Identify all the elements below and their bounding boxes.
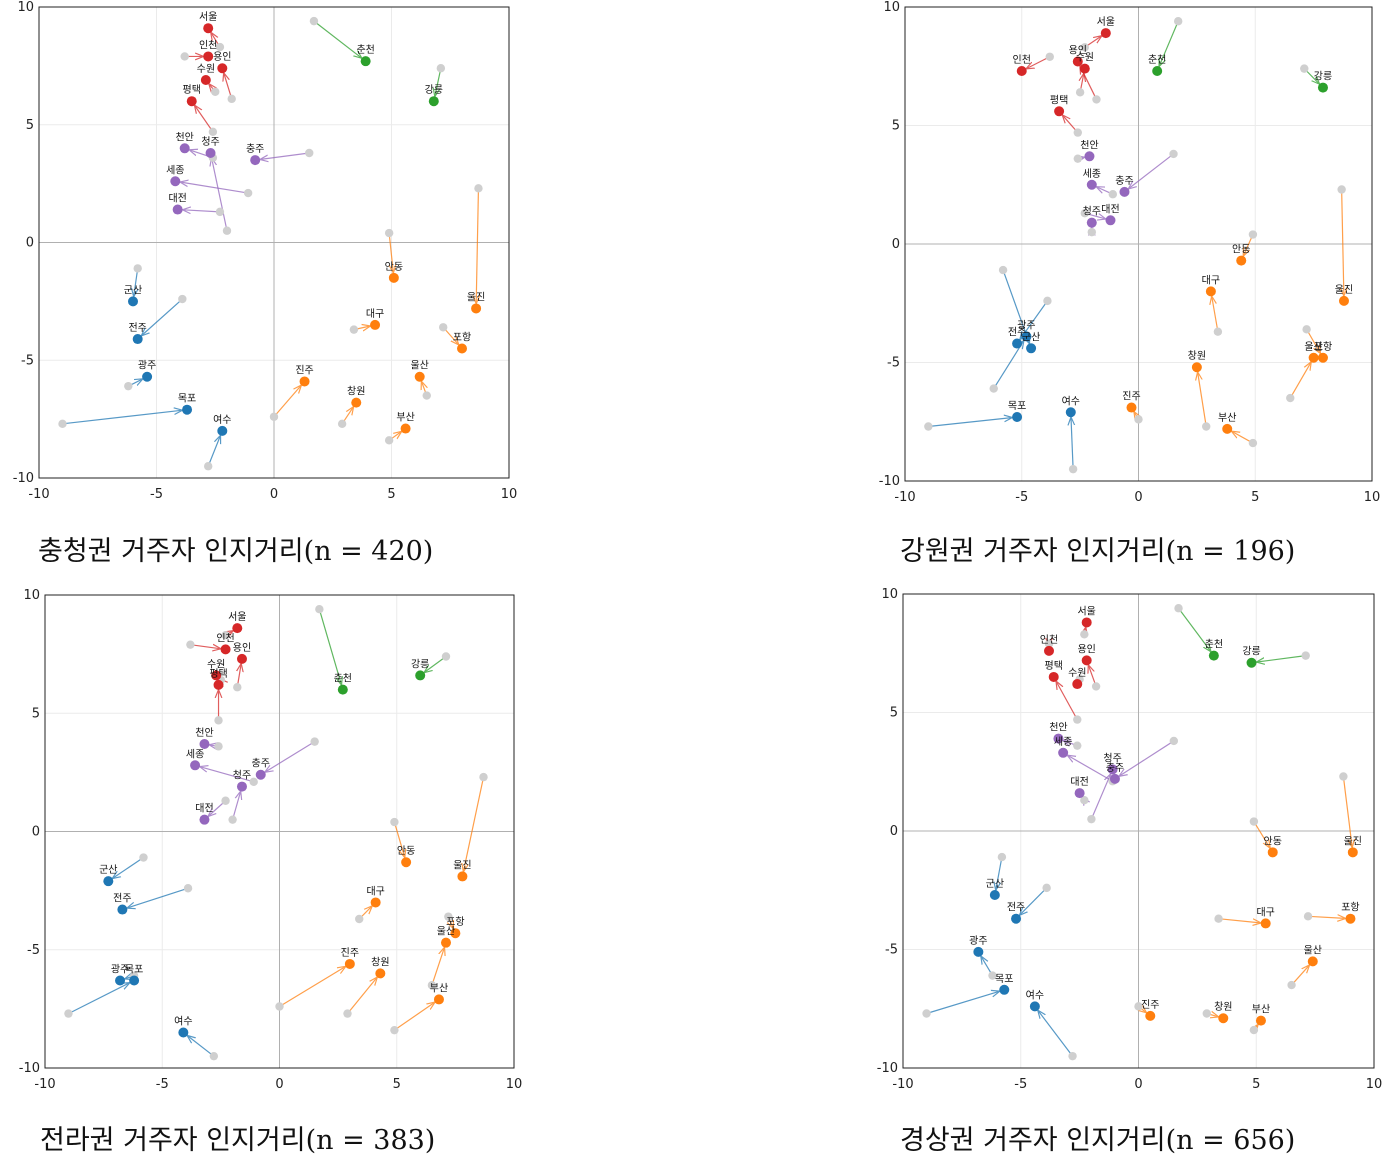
- city-point: [1082, 655, 1092, 665]
- reference-point: [1302, 651, 1310, 659]
- city-point: [1247, 658, 1257, 668]
- displacement-arrow: [1091, 774, 1110, 819]
- city-label: 창원: [1214, 1001, 1232, 1013]
- city-point: [1044, 646, 1054, 656]
- reference-point: [1042, 884, 1050, 892]
- reference-point: [1250, 817, 1258, 825]
- city-point: [1058, 748, 1068, 758]
- city-label: 진주: [1141, 999, 1159, 1011]
- city-point: [1345, 914, 1355, 924]
- city-label: 춘천: [1205, 639, 1223, 651]
- reference-point: [998, 853, 1006, 861]
- city-point: [1308, 956, 1318, 966]
- city-point: [1049, 672, 1059, 682]
- displacement-arrow: [1257, 656, 1306, 662]
- reference-point: [1339, 772, 1347, 780]
- city-label: 인천: [1040, 634, 1058, 646]
- reference-point: [1304, 912, 1312, 920]
- city-point: [1082, 617, 1092, 627]
- reference-point: [1073, 715, 1081, 723]
- city-point: [1268, 847, 1278, 857]
- reference-point: [1073, 741, 1081, 749]
- city-label: 포항: [1341, 902, 1359, 914]
- city-label: 전주: [1007, 902, 1025, 914]
- city-label: 충주: [1106, 762, 1124, 774]
- reference-point: [1287, 981, 1295, 989]
- city-point: [1218, 1013, 1228, 1023]
- x-tick-label: -5: [1014, 1077, 1027, 1092]
- city-label: 평택: [1045, 660, 1063, 672]
- city-point: [1145, 1011, 1155, 1021]
- city-point: [1256, 1016, 1266, 1026]
- city-label: 천안: [1049, 722, 1067, 734]
- city-point: [1110, 774, 1120, 784]
- reference-point: [1092, 682, 1100, 690]
- reference-point: [1174, 604, 1182, 612]
- city-label: 울산: [1304, 944, 1322, 956]
- displacement-arrows: [927, 608, 1353, 1056]
- y-tick-label: -5: [885, 943, 898, 958]
- city-point: [1075, 788, 1085, 798]
- reference-point: [1250, 1026, 1258, 1034]
- city-point: [999, 985, 1009, 995]
- reference-points: [922, 604, 1347, 1060]
- city-label: 대구: [1256, 906, 1274, 918]
- reference-point: [1068, 1052, 1076, 1060]
- city-point: [1072, 679, 1082, 689]
- y-tick-label: 0: [890, 824, 898, 839]
- reference-point: [1214, 914, 1222, 922]
- city-label: 대전: [1070, 776, 1088, 788]
- city-point: [1030, 1001, 1040, 1011]
- x-tick-label: -10: [892, 1077, 913, 1092]
- city-label: 울진: [1344, 835, 1362, 847]
- displacement-arrow: [1038, 1011, 1072, 1056]
- reference-point: [1203, 1009, 1211, 1017]
- city-label: 안동: [1264, 835, 1282, 847]
- city-label: 목포: [995, 973, 1013, 985]
- x-tick-label: 5: [1252, 1077, 1260, 1092]
- city-label: 강릉: [1242, 646, 1260, 658]
- reference-point: [922, 1009, 930, 1017]
- x-tick-label: 0: [1134, 1077, 1142, 1092]
- y-tick-label: 5: [890, 706, 898, 721]
- city-label: 광주: [969, 935, 987, 947]
- perceived-points: [973, 617, 1357, 1025]
- city-label: 군산: [986, 878, 1004, 890]
- reference-point: [1080, 630, 1088, 638]
- x-tick-label: 10: [1366, 1077, 1383, 1092]
- city-label: 수원: [1068, 667, 1086, 679]
- city-label: 부산: [1252, 1004, 1270, 1016]
- caption-gyeongsang: 경상권 거주자 인지거리(n = 656): [900, 1118, 1295, 1157]
- reference-point: [1087, 815, 1095, 823]
- reference-point: [1170, 737, 1178, 745]
- city-point: [973, 947, 983, 957]
- city-label: 서울: [1077, 605, 1095, 617]
- y-tick-label: 10: [881, 587, 898, 602]
- displacement-arrow: [927, 991, 999, 1013]
- city-point: [990, 890, 1000, 900]
- city-point: [1261, 918, 1271, 928]
- city-label: 세종: [1054, 736, 1072, 748]
- city-label: 용인: [1077, 643, 1095, 655]
- y-tick-label: -10: [877, 1061, 898, 1076]
- displacement-arrow: [1308, 916, 1345, 918]
- city-label: 여수: [1026, 989, 1044, 1001]
- city-point: [1011, 914, 1021, 924]
- displacement-arrow: [1120, 741, 1174, 776]
- displacement-arrow: [1219, 919, 1261, 923]
- city-point: [1348, 847, 1358, 857]
- city-point: [1209, 651, 1219, 661]
